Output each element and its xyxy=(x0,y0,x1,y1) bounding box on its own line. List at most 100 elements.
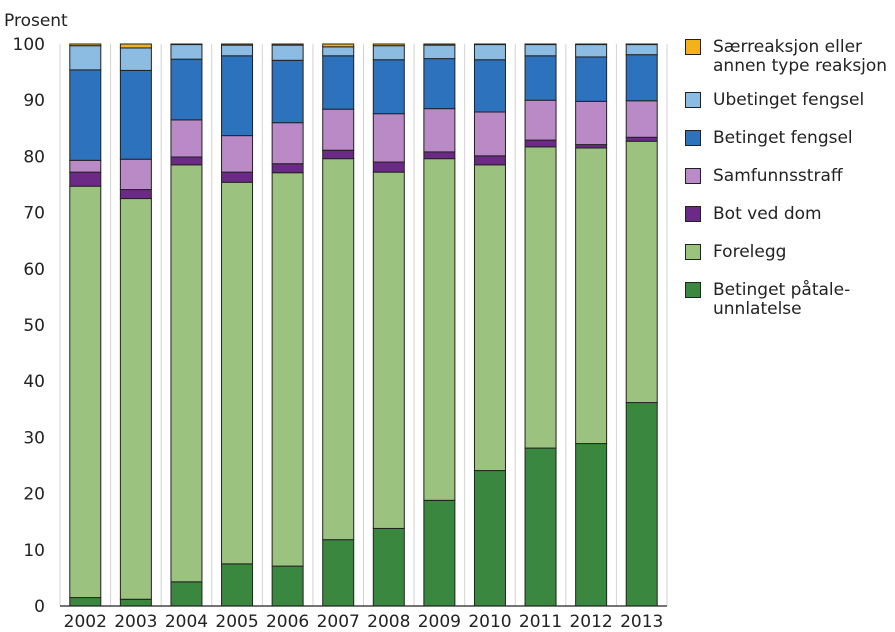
legend-label: Bot ved dom xyxy=(713,204,822,224)
bar-segment-2013-s5 xyxy=(625,44,658,56)
bar-segment-2008-s2 xyxy=(372,161,405,173)
legend-item: Forelegg xyxy=(685,243,786,262)
bar-segment-2009-s0 xyxy=(423,499,456,607)
x-tick-label: 2005 xyxy=(215,612,258,628)
bar-segment-2007-s2 xyxy=(322,149,355,160)
bar-segment-2010-s1 xyxy=(473,164,506,472)
bar-segment-2008-s5 xyxy=(372,45,405,61)
bar-segment-2012-s5 xyxy=(575,44,608,58)
x-tick-label: 2012 xyxy=(569,612,612,628)
bar-segment-2013-s3 xyxy=(625,100,658,138)
bar-segment-2013-s4 xyxy=(625,54,658,102)
bar-segment-2012-s3 xyxy=(575,100,608,146)
bar-segment-2004-s0 xyxy=(170,581,203,607)
y-tick-label: 20 xyxy=(23,485,45,505)
x-tick-label: 2003 xyxy=(114,612,157,628)
bar-segment-2004-s5 xyxy=(170,44,203,60)
bar-segment-2005-s0 xyxy=(221,563,254,607)
bar-segment-2007-s6 xyxy=(322,43,355,48)
y-tick-label: 90 xyxy=(23,91,45,111)
x-tick-label: 2006 xyxy=(266,612,309,628)
bar-segment-2011-s6 xyxy=(524,43,557,46)
bar-segment-2011-s4 xyxy=(524,55,557,101)
bar-segment-2002-s4 xyxy=(69,69,102,161)
legend-label: Betinget fengsel xyxy=(713,128,853,148)
legend-swatch xyxy=(685,282,701,298)
legend-label: Særreaksjon eller annen type reaksjon xyxy=(713,37,888,76)
bar-segment-2008-s4 xyxy=(372,59,405,115)
bar-segment-2010-s3 xyxy=(473,111,506,157)
bar-segment-2005-s2 xyxy=(221,171,254,183)
bar-segment-2005-s1 xyxy=(221,181,254,565)
bar-segment-2004-s6 xyxy=(170,43,203,46)
y-tick-label: 70 xyxy=(23,204,45,224)
bar-segment-2008-s0 xyxy=(372,527,405,607)
bar-segment-2013-s2 xyxy=(625,136,658,142)
bar-segment-2011-s1 xyxy=(524,146,557,449)
bar-segment-2007-s0 xyxy=(322,539,355,607)
legend-label: Betinget påtale- unnlatelse xyxy=(713,280,851,319)
bar-segment-2002-s5 xyxy=(69,45,102,71)
legend-item: Ubetinget fengsel xyxy=(685,91,864,110)
legend-swatch xyxy=(685,92,701,108)
legend-item: Samfunnsstraff xyxy=(685,167,843,186)
bar-segment-2006-s0 xyxy=(271,565,304,607)
bar-segment-2012-s6 xyxy=(575,43,608,46)
legend-item: Særreaksjon eller annen type reaksjon xyxy=(685,38,887,76)
bar-segment-2003-s1 xyxy=(119,198,152,600)
bar-segment-2003-s4 xyxy=(119,69,152,160)
bar-segment-2010-s0 xyxy=(473,470,506,607)
bar-segment-2007-s1 xyxy=(322,158,355,541)
y-axis-title: Prosent xyxy=(4,11,68,31)
bar-segment-2011-s0 xyxy=(524,447,557,607)
bar-segment-2010-s6 xyxy=(473,43,506,46)
legend-swatch xyxy=(685,206,701,222)
x-tick-label: 2013 xyxy=(620,612,663,628)
bar-segment-2003-s3 xyxy=(119,158,152,191)
y-tick-label: 100 xyxy=(13,35,45,55)
bar-segment-2003-s6 xyxy=(119,43,152,49)
bar-segment-2002-s1 xyxy=(69,185,102,599)
bar-segment-2013-s6 xyxy=(625,43,658,46)
legend-item: Betinget fengsel xyxy=(685,129,853,148)
bar-segment-2006-s2 xyxy=(271,163,304,174)
y-tick-label: 10 xyxy=(23,541,45,561)
y-tick-label: 0 xyxy=(34,597,45,617)
bar-segment-2003-s5 xyxy=(119,47,152,71)
bar-segment-2002-s6 xyxy=(69,43,102,47)
y-tick-label: 60 xyxy=(23,260,45,280)
bar-segment-2002-s3 xyxy=(69,159,102,173)
legend-label: Ubetinget fengsel xyxy=(713,90,865,110)
bar-segment-2009-s2 xyxy=(423,151,456,160)
bar-segment-2006-s5 xyxy=(271,44,304,61)
bar-segment-2008-s3 xyxy=(372,113,405,163)
legend-swatch xyxy=(685,39,701,55)
legend-swatch xyxy=(685,244,701,260)
y-tick-label: 40 xyxy=(23,372,45,392)
bar-segment-2009-s1 xyxy=(423,158,456,501)
bar-segment-2010-s5 xyxy=(473,44,506,61)
x-tick-label: 2011 xyxy=(519,612,562,628)
bar-segment-2008-s6 xyxy=(372,43,405,47)
bar-segment-2004-s1 xyxy=(170,164,203,583)
x-tick-label: 2008 xyxy=(367,612,410,628)
bar-segment-2012-s0 xyxy=(575,443,608,607)
x-tick-label: 2002 xyxy=(64,612,107,628)
bar-segment-2011-s5 xyxy=(524,44,557,57)
bar-segment-2003-s2 xyxy=(119,189,152,200)
bar-segment-2013-s1 xyxy=(625,140,658,404)
bar-segment-2002-s2 xyxy=(69,171,102,187)
bar-segment-2002-s0 xyxy=(69,597,102,607)
bar-segment-2012-s2 xyxy=(575,144,608,149)
bar-segment-2008-s1 xyxy=(372,171,405,529)
bar-segment-2013-s0 xyxy=(625,402,658,607)
bar-segment-2010-s4 xyxy=(473,59,506,113)
y-tick-label: 50 xyxy=(23,316,45,336)
bar-segment-2004-s2 xyxy=(170,156,203,166)
bar-segment-2006-s3 xyxy=(271,122,304,165)
bar-segment-2004-s4 xyxy=(170,58,203,121)
y-tick-label: 80 xyxy=(23,147,45,167)
bar-segment-2009-s6 xyxy=(423,43,456,46)
